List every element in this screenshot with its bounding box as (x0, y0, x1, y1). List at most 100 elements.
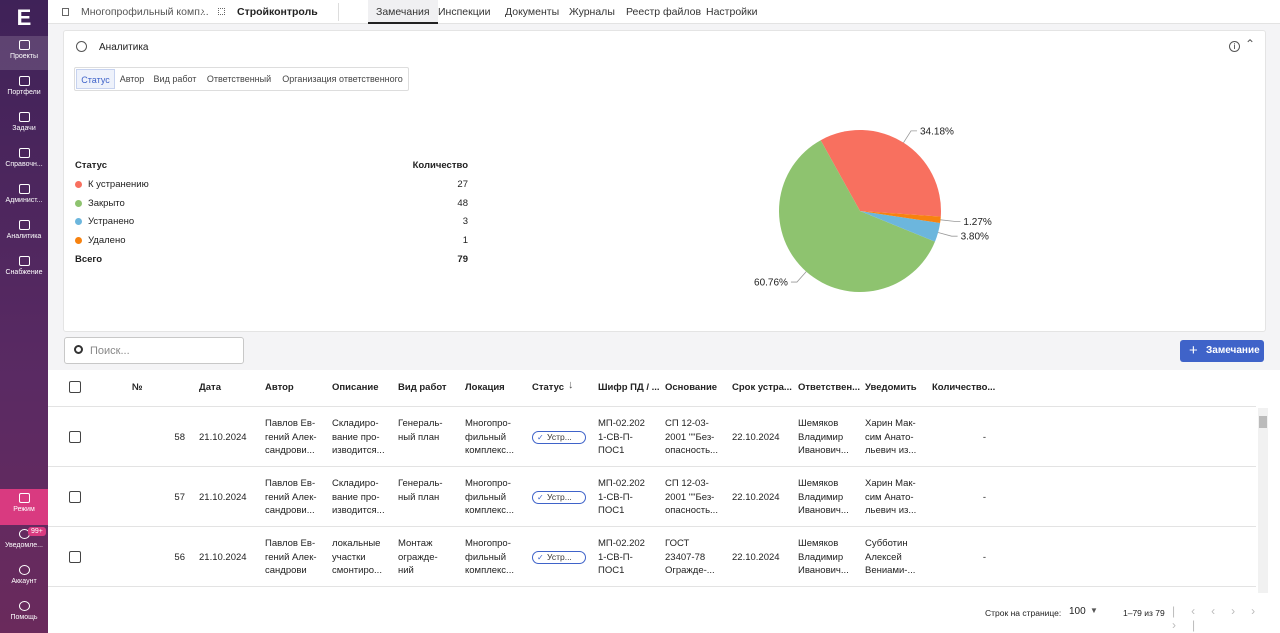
status-badge: Устр... ✓ (532, 551, 586, 564)
column-header[interactable]: Количество... (932, 382, 996, 393)
rows-per-page-label: Строк на странице: (985, 608, 1062, 618)
filter-tab[interactable]: Организация ответственного (282, 74, 403, 84)
row-checkbox[interactable] (69, 491, 81, 503)
breadcrumb-icon (218, 8, 225, 15)
issues-table: № Дата Автор Описание Вид работ Локация Статус… (48, 370, 1280, 595)
nav-item[interactable]: Помощь (0, 597, 48, 631)
nav-label: Аккаунт (11, 578, 37, 585)
analytics-panel: Аналитика i ⌃ (63, 30, 1266, 332)
column-header[interactable]: Ответствен... (798, 382, 861, 393)
select-all[interactable] (69, 381, 81, 393)
nav-label: Проекты (9, 53, 39, 60)
filter-tab[interactable]: Ответственный (206, 74, 272, 84)
info-icon[interactable]: i (1229, 41, 1240, 52)
nav-item[interactable]: Аналитика (0, 216, 48, 250)
table-cell: СП 12-03- 2001 ""Без- опасность... (665, 418, 718, 456)
rows-per-page[interactable]: 100 (1069, 606, 1086, 617)
nav-label: Аналитика (6, 233, 42, 240)
column-header[interactable]: Описание (332, 382, 379, 393)
table-cell: 58 (174, 432, 185, 443)
table-cell: ГОСТ 23407-78 Огражде-... (665, 538, 715, 576)
scrollbar (1258, 408, 1268, 593)
nav-item[interactable]: Портфели (0, 72, 48, 106)
nav-item[interactable]: Аккаунт (0, 561, 48, 595)
pie-slice (820, 130, 941, 217)
table-cell: локальные участки смонтиро... (332, 538, 382, 576)
row-checkbox[interactable] (69, 551, 81, 563)
search-placeholder: Поиск... (90, 345, 130, 357)
check-icon: ✓ (537, 553, 544, 562)
add-issue-button[interactable]: + Замечание (1180, 340, 1264, 362)
tab[interactable]: Инспекции (438, 6, 491, 18)
check-icon: ✓ (537, 433, 544, 442)
tab[interactable]: Замечания (368, 0, 438, 24)
page-range: 1–79 из 79 (1123, 608, 1165, 618)
nav-item[interactable]: Проекты (0, 36, 48, 70)
tab[interactable]: Журналы (569, 6, 615, 18)
breadcrumb[interactable]: Стройконтроль (237, 6, 318, 18)
nav-item[interactable]: Режим (0, 489, 48, 525)
total-label: Всего (75, 254, 103, 265)
column-header[interactable]: Автор (265, 382, 294, 393)
table-cell: Монтаж огражде- ний (398, 538, 438, 576)
top-bar: Многопрофильный комп... › Стройконтроль Зам… (48, 0, 1280, 24)
analytics-icon (76, 41, 87, 52)
pie-label: 1.27% (963, 217, 991, 228)
table-cell: СП 12-03- 2001 ""Без- опасность... (665, 478, 718, 516)
status-count: 1 (462, 235, 468, 247)
page-nav[interactable]: |‹‹›› ›| (1172, 604, 1272, 632)
pie-label: 3.80% (961, 232, 989, 243)
nav-item[interactable]: Снабжение (0, 252, 48, 286)
status-name: Закрыто (88, 197, 125, 209)
nav-item[interactable]: Админист... (0, 180, 48, 214)
table-cell: Шемяков Владимир Иванович... (798, 418, 849, 456)
search-input[interactable]: Поиск... (64, 337, 244, 364)
table-cell: Шемяков Владимир Иванович... (798, 538, 849, 576)
pagination: Строк на странице: 100 ▼ 1–79 из 79 |‹‹›… (48, 595, 1280, 633)
status-count: 3 (462, 216, 468, 228)
button-label: Замечание (1206, 345, 1260, 356)
leader-line (937, 232, 958, 237)
tab[interactable]: Документы (505, 6, 560, 18)
column-header[interactable]: Уведомить (865, 382, 917, 393)
divider (338, 3, 339, 21)
tab[interactable]: Реестр файлов (626, 6, 702, 18)
table-cell: - (982, 492, 986, 503)
status-name: Устранено (88, 216, 135, 228)
sidebar: E Проекты Портфели Задачи Справочн... Админи… (0, 0, 48, 633)
row-rule (48, 466, 1256, 467)
table-cell: МП-02.202 1-СВ-П- ПОС1 (598, 418, 645, 456)
collapse-icon[interactable]: ⌃ (1245, 37, 1256, 51)
table-cell: 56 (174, 552, 185, 563)
column-header[interactable]: Дата (199, 382, 221, 393)
filter-tab[interactable]: Вид работ (153, 74, 197, 84)
table-cell: Павлов Ев- гений Алек- сандрови... (265, 478, 317, 516)
column-header[interactable]: Локация (465, 382, 505, 393)
nav-item[interactable]: Задачи (0, 108, 48, 142)
filter-tab[interactable]: Автор (119, 74, 145, 84)
dropdown-icon[interactable]: ▼ (1090, 606, 1098, 615)
search-icon (74, 345, 83, 354)
filter-tab[interactable]: Статус (76, 69, 115, 89)
legend-swatch (75, 181, 82, 188)
column-header[interactable]: Вид работ (398, 382, 447, 393)
total-count: 79 (457, 254, 468, 265)
table-cell: Складиро- вание про- изводится... (332, 418, 385, 456)
breadcrumb-sep: › (201, 5, 205, 17)
column-header[interactable]: Шифр ПД / ... (598, 382, 660, 393)
table-cell: Субботин Алексей Вениами-... (865, 538, 916, 576)
column-header[interactable]: Статус (532, 382, 565, 393)
column-header[interactable]: Основание (665, 382, 718, 393)
sort-icon[interactable]: ↓ (568, 379, 574, 391)
legend-swatch (75, 199, 82, 207)
logo[interactable]: E (16, 5, 32, 30)
tab[interactable]: Настройки (706, 6, 758, 18)
column-header[interactable]: Срок устра... (732, 382, 792, 393)
nav-item[interactable]: Справочн... (0, 144, 48, 178)
column-header[interactable]: № (132, 382, 143, 393)
table-cell: Многопро- фильный комплекс... (465, 538, 514, 576)
breadcrumb-icon (62, 8, 69, 16)
row-checkbox[interactable] (69, 431, 81, 443)
breadcrumb[interactable]: Многопрофильный комп... (81, 6, 209, 18)
